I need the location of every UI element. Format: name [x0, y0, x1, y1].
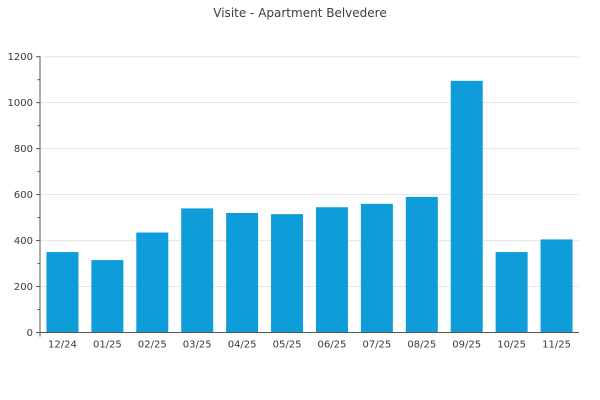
x-axis-tick-label: 09/25: [452, 340, 481, 351]
x-axis-tick-label: 03/25: [183, 340, 212, 351]
y-axis-tick-label: 400: [14, 236, 33, 247]
bar: [450, 80, 483, 333]
bar: [91, 260, 124, 333]
bar: [136, 232, 169, 333]
bar: [226, 212, 259, 333]
x-axis-tick-label: 11/25: [542, 340, 571, 351]
x-axis-tick-label: 12/24: [48, 340, 77, 351]
x-axis-tick-label: 08/25: [407, 340, 436, 351]
x-axis-tick-label: 04/25: [228, 340, 257, 351]
x-axis-tick-label: 01/25: [93, 340, 122, 351]
chart-title: Visite - Apartment Belvedere: [213, 6, 387, 20]
y-axis-tick-label: 800: [14, 144, 33, 155]
bar: [360, 203, 393, 333]
x-axis-tick-label: 05/25: [273, 340, 302, 351]
bar: [46, 252, 79, 333]
bar: [495, 252, 528, 333]
bar: [271, 214, 304, 333]
y-axis-tick-label: 1200: [8, 52, 33, 63]
y-axis-tick-label: 0: [27, 328, 33, 339]
x-axis-tick-label: 06/25: [318, 340, 347, 351]
bar: [315, 207, 348, 333]
y-axis-tick-label: 600: [14, 190, 33, 201]
y-axis-tick-label: 1000: [8, 98, 33, 109]
x-axis-tick-label: 07/25: [362, 340, 391, 351]
x-axis-tick-label: 10/25: [497, 340, 526, 351]
bar: [540, 239, 573, 333]
y-axis-tick-label: 200: [14, 282, 33, 293]
bar: [181, 208, 214, 333]
bar: [405, 196, 438, 333]
x-axis-tick-label: 02/25: [138, 340, 167, 351]
